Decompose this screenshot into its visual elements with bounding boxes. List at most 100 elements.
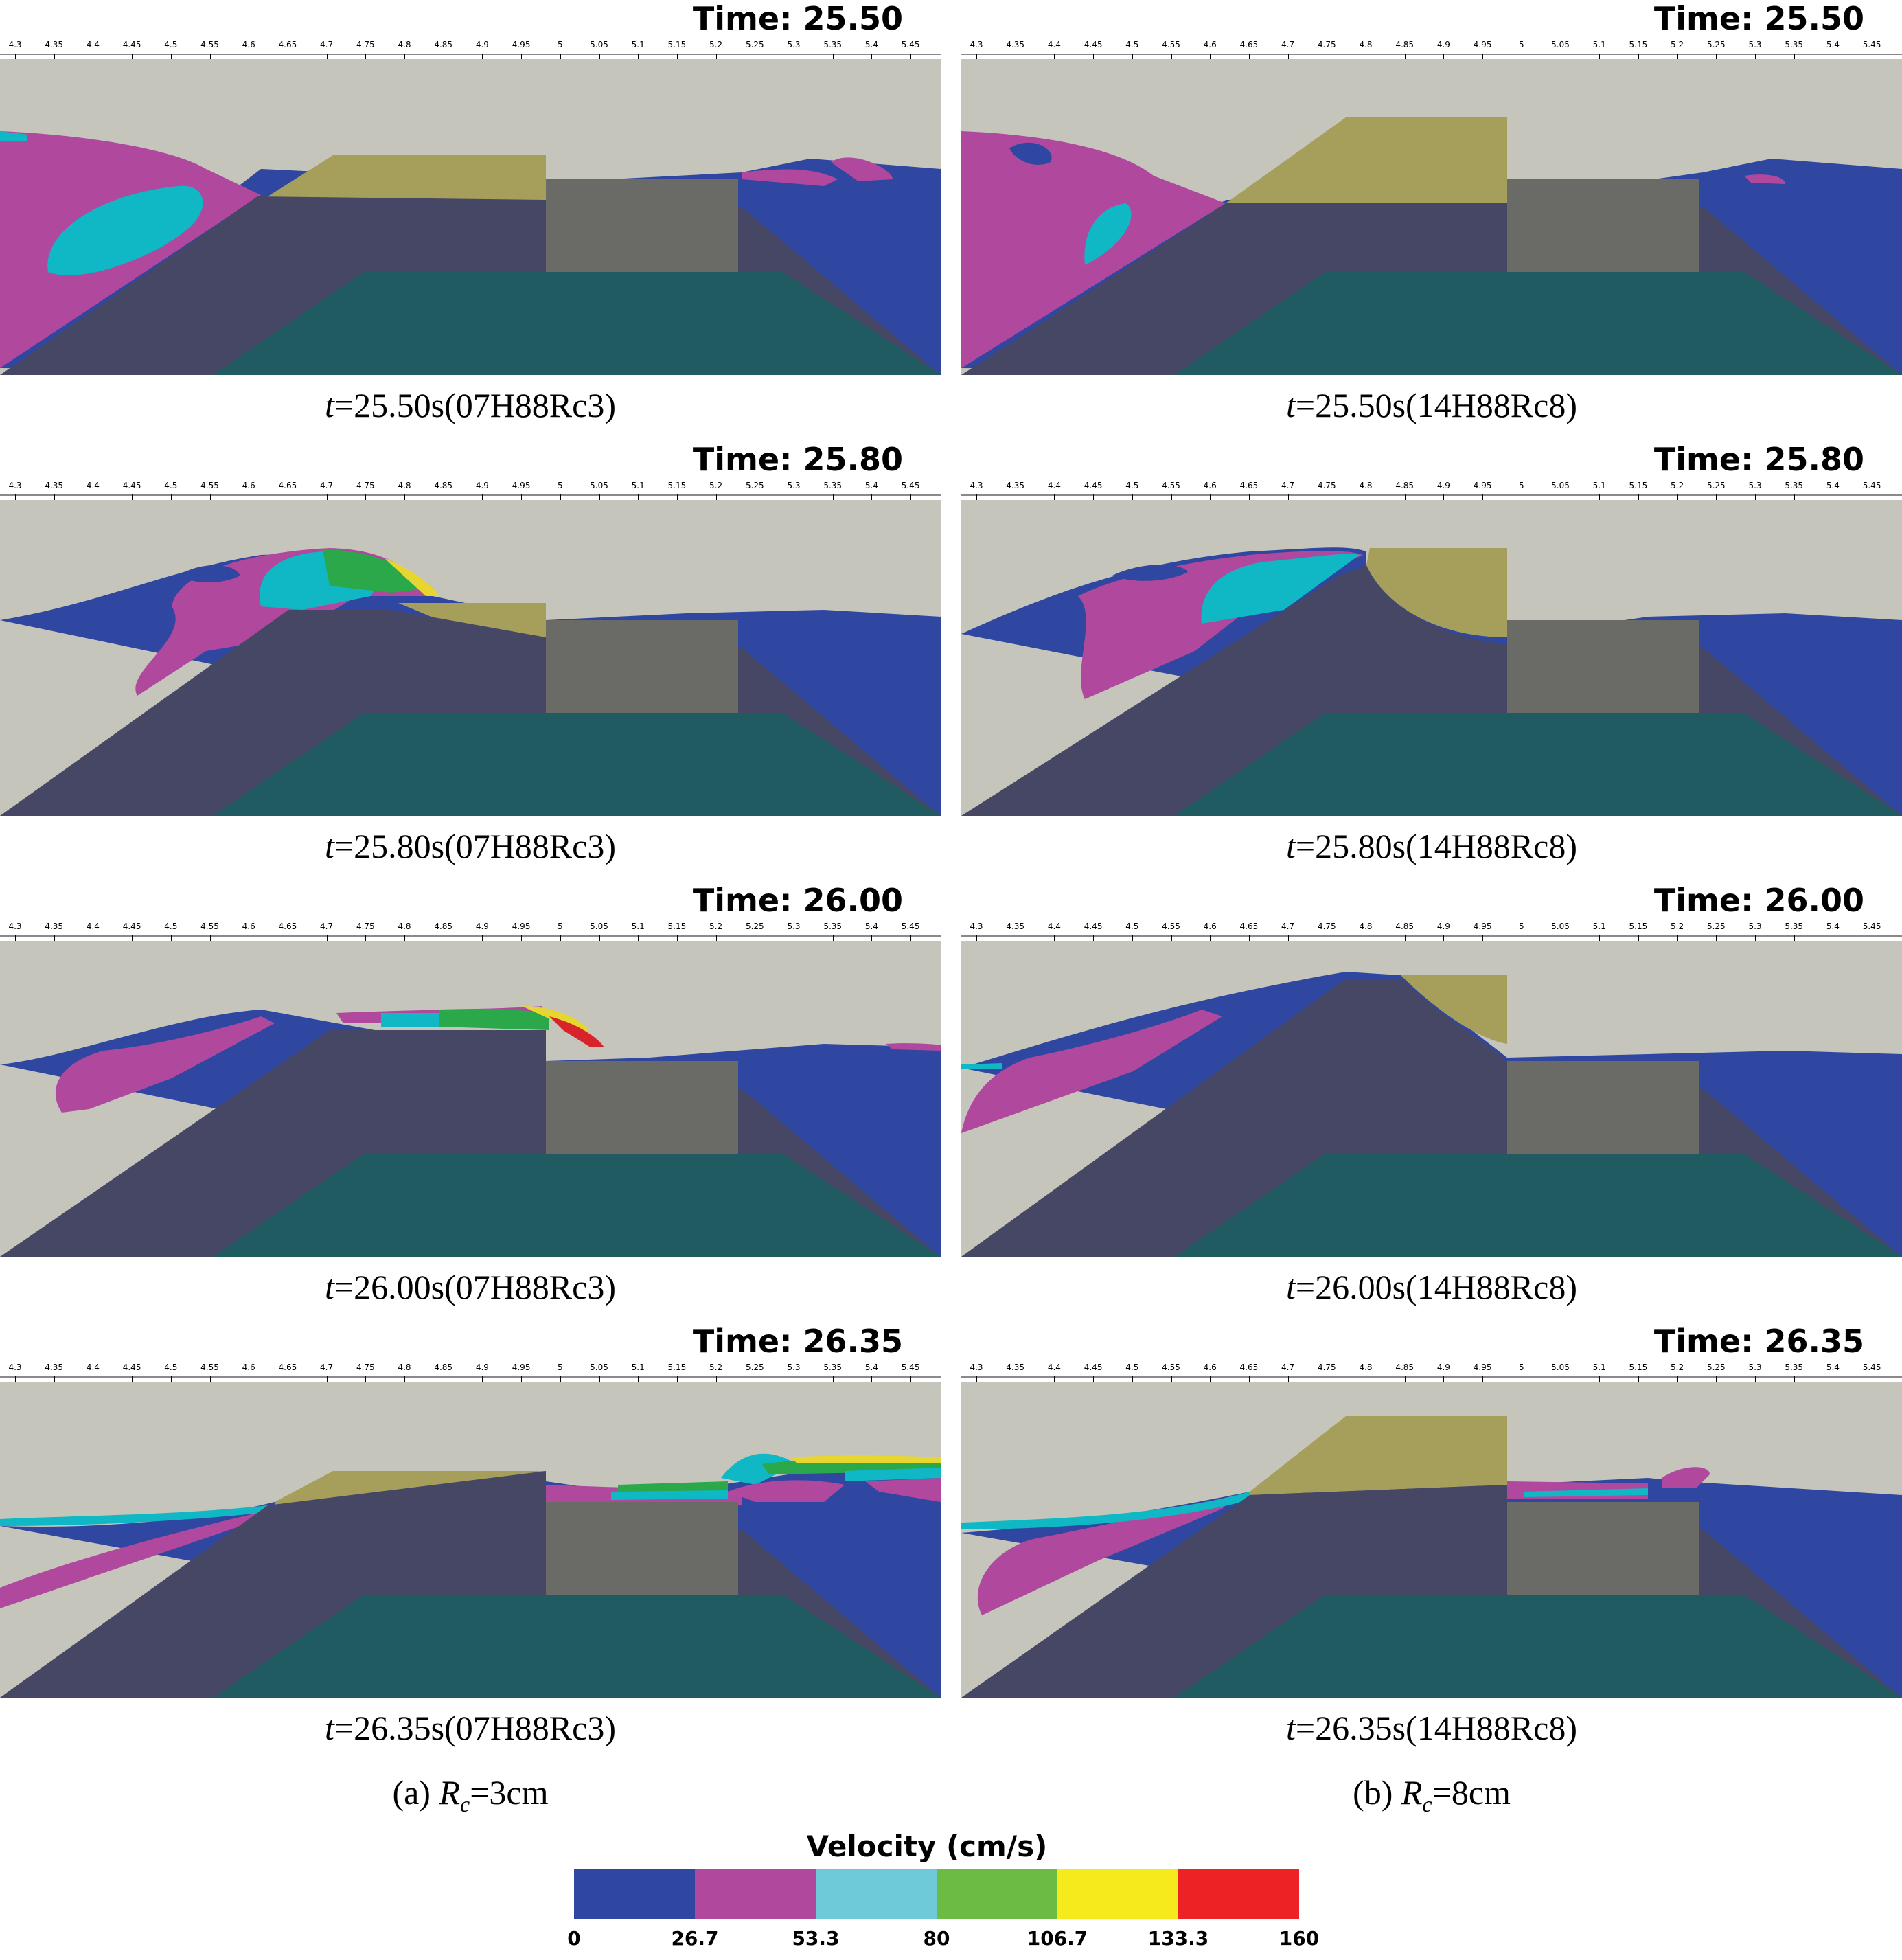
ruler-tick-label: 4.55: [1162, 481, 1180, 490]
ruler-tick: [482, 494, 483, 501]
distance-ruler: 4.3 4.35 4.4 4.45 4.5 4.55 4.6 4.65 4.7 4.75 4.8 4.…: [0, 479, 941, 501]
ruler-tick-label: 4.85: [434, 1363, 453, 1372]
panel-caption: t=26.00s(14H88Rc8): [1285, 1268, 1577, 1306]
ruler-tick-label: 5.15: [667, 40, 687, 49]
ruler-tick: [365, 935, 367, 942]
ruler-tick-label: 4.4: [1047, 1363, 1061, 1372]
ruler-tick-label: 4.6: [1203, 922, 1217, 931]
ruler-tick: [209, 935, 211, 942]
ruler-tick-label: 5.4: [864, 1363, 878, 1372]
ruler-tick: [521, 935, 523, 942]
ruler-tick: [404, 1376, 405, 1382]
ruler-tick-label: 5.4: [864, 481, 878, 490]
ruler-tick-label: 4.6: [242, 40, 255, 49]
ruler-tick-label: 5: [557, 922, 563, 931]
ruler-tick: [910, 1376, 912, 1382]
ruler-tick-label: 4.7: [1281, 481, 1295, 490]
distance-ruler: 4.3 4.35 4.4 4.45 4.5 4.55 4.6 4.65 4.7 4.75 4.8 4.…: [0, 920, 941, 942]
ruler-tick-label: 4.5: [164, 922, 178, 931]
ruler-tick-label: 4.55: [200, 922, 219, 931]
time-label: Time: 25.50: [1653, 0, 1864, 37]
ruler-tick: [832, 54, 834, 60]
ruler-tick: [15, 494, 16, 501]
crown-wall-region: [1250, 1416, 1507, 1495]
water-mid-region: [961, 1010, 1222, 1133]
time-label: Time: 25.50: [692, 0, 903, 37]
seabed-region: [213, 1595, 941, 1698]
column-label-b: (b) Rc=8cm: [1353, 1773, 1511, 1816]
velocity-field-plot: [961, 59, 1902, 375]
ruler-tick: [1755, 494, 1756, 501]
ruler-tick-label: 4.85: [434, 922, 453, 931]
ruler-tick: [326, 54, 328, 60]
ruler-tick-label: 5.25: [745, 481, 764, 490]
panel-rc3-t2550: Time: 25.50 4.3 4.35 4.4 4.45 4.5 4.55 4.6 4.65…: [0, 0, 941, 440]
ruler-tick: [1287, 54, 1289, 60]
ruler-tick: [832, 1376, 834, 1382]
ruler-tick: [15, 1376, 16, 1382]
ruler-tick: [170, 54, 172, 60]
ruler-tick: [1755, 1376, 1756, 1382]
ruler-tick-label: 5.3: [1748, 1363, 1762, 1372]
ruler-tick-label: 5: [557, 1363, 563, 1372]
ruler-tick-label: 5.45: [1862, 1363, 1881, 1372]
ruler-line: [961, 54, 1902, 55]
ruler-tick: [1443, 1376, 1445, 1382]
ruler-tick: [326, 935, 328, 942]
ruler-tick: [1248, 935, 1250, 942]
ruler-tick: [170, 1376, 172, 1382]
ruler-tick-label: 4.65: [1239, 922, 1259, 931]
ruler-tick-label: 5.15: [1629, 922, 1648, 931]
velocity-field-plot: [0, 500, 941, 816]
ruler-tick: [1404, 935, 1406, 942]
ruler-tick-label: 4.5: [1125, 922, 1139, 931]
legend-label-0: 0: [567, 1927, 581, 1950]
block-region: [546, 620, 738, 737]
ruler-tick-label: 4.7: [1281, 40, 1295, 49]
panel-rc3-t2600: Time: 26.00 4.3 4.35 4.4 4.45 4.5 4.55 4.6 4.65…: [0, 882, 941, 1321]
block-region: [546, 1502, 738, 1619]
ruler-tick: [1171, 935, 1172, 942]
ruler-tick: [209, 54, 211, 60]
ruler-tick: [871, 494, 873, 501]
block-region: [546, 179, 738, 296]
ruler-tick-label: 5.3: [1748, 481, 1762, 490]
ruler-tick: [1716, 935, 1717, 942]
ruler-tick: [521, 494, 523, 501]
ruler-tick: [326, 1376, 328, 1382]
ruler-tick-label: 4.65: [1239, 1363, 1259, 1372]
ruler-tick-label: 4.95: [1473, 922, 1492, 931]
ruler-tick-label: 5.05: [590, 40, 608, 49]
ruler-tick-label: 5.35: [823, 1363, 843, 1372]
water-red-region: [549, 1016, 604, 1047]
ruler-tick: [1638, 54, 1639, 60]
ruler-tick-label: 4.8: [398, 481, 411, 490]
ruler-tick: [1287, 935, 1289, 942]
distance-ruler: 4.3 4.35 4.4 4.45 4.5 4.55 4.6 4.65 4.7 4.75 4.8 4.…: [961, 479, 1902, 501]
ruler-tick: [1248, 494, 1250, 501]
ruler-tick-label: 4.75: [356, 481, 375, 490]
water-fast-region: [1524, 1488, 1648, 1497]
panel-caption: t=25.80s(14H88Rc8): [1285, 827, 1577, 865]
ruler-tick-label: 5.2: [1671, 922, 1684, 931]
panel-rc8-t2550: Time: 25.50 4.3 4.35 4.4 4.45 4.5 4.55 4.6 4.65…: [961, 0, 1902, 440]
ruler-tick: [132, 935, 133, 942]
ruler-tick-label: 5.45: [901, 481, 920, 490]
ruler-tick-label: 4.7: [320, 40, 334, 49]
ruler-tick-label: 4.55: [1162, 1363, 1180, 1372]
panel-caption: t=25.50s(07H88Rc3): [324, 386, 616, 424]
water-green-region: [618, 1481, 728, 1492]
ruler-tick: [1132, 935, 1133, 942]
ruler-tick: [715, 1376, 717, 1382]
ruler-tick: [1794, 54, 1795, 60]
ruler-tick: [521, 54, 523, 60]
ruler-tick-label: 4.75: [356, 1363, 375, 1372]
ruler-tick: [976, 1376, 977, 1382]
seabed-region: [1174, 1154, 1902, 1257]
time-label: Time: 26.00: [692, 882, 903, 919]
ruler-tick: [482, 54, 483, 60]
water-mid-region: [728, 1480, 845, 1502]
ruler-tick-label: 5.35: [823, 481, 843, 490]
ruler-tick: [715, 935, 717, 942]
water-yellow-region: [385, 558, 439, 596]
